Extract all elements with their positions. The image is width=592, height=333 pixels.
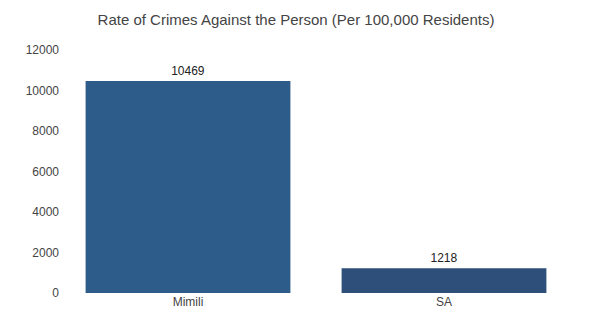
svg-text:Mimili: Mimili xyxy=(173,295,204,309)
svg-text:8000: 8000 xyxy=(32,124,59,138)
svg-text:SA: SA xyxy=(436,295,452,309)
svg-text:1218: 1218 xyxy=(430,251,457,265)
svg-text:10000: 10000 xyxy=(26,84,60,98)
svg-text:6000: 6000 xyxy=(32,165,59,179)
svg-text:0: 0 xyxy=(52,286,59,300)
svg-text:10469: 10469 xyxy=(171,64,205,78)
svg-text:2000: 2000 xyxy=(32,246,59,260)
svg-text:4000: 4000 xyxy=(32,205,59,219)
svg-text:12000: 12000 xyxy=(26,43,60,57)
svg-text:Rate of Crimes Against the Per: Rate of Crimes Against the Person (Per 1… xyxy=(98,11,495,28)
